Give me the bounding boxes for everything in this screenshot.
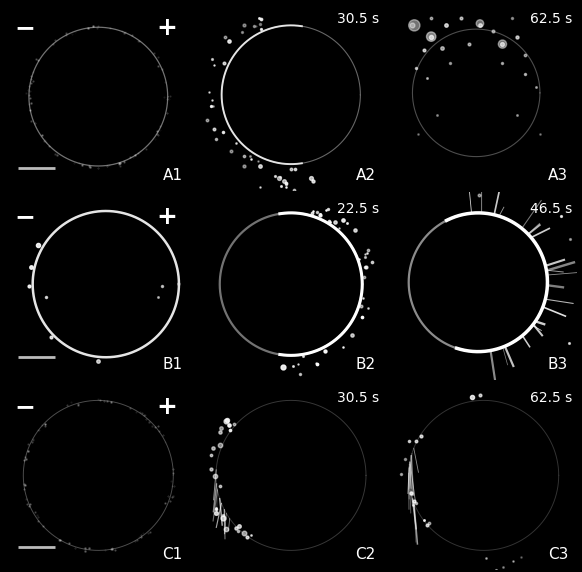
Text: 62.5 s: 62.5 s <box>530 12 572 26</box>
Text: 62.5 s: 62.5 s <box>530 391 572 405</box>
Circle shape <box>498 40 506 48</box>
Text: A2: A2 <box>356 168 375 183</box>
Text: −: − <box>14 205 35 229</box>
Text: +: + <box>156 16 177 40</box>
Text: +: + <box>156 205 177 229</box>
Circle shape <box>427 32 436 41</box>
Text: B2: B2 <box>355 358 375 372</box>
Text: 46.5 s: 46.5 s <box>530 201 572 216</box>
Text: 22.5 s: 22.5 s <box>337 201 379 216</box>
Text: +: + <box>156 395 177 419</box>
Text: B1: B1 <box>162 358 183 372</box>
Text: 30.5 s: 30.5 s <box>337 12 379 26</box>
Circle shape <box>409 20 420 31</box>
Text: C3: C3 <box>548 547 568 562</box>
Text: C2: C2 <box>355 547 375 562</box>
Circle shape <box>476 20 484 27</box>
Text: C1: C1 <box>162 547 183 562</box>
Text: A3: A3 <box>548 168 568 183</box>
Text: −: − <box>14 16 35 40</box>
Text: 30.5 s: 30.5 s <box>337 391 379 405</box>
Text: −: − <box>14 395 35 419</box>
Text: B3: B3 <box>548 358 568 372</box>
Text: A1: A1 <box>163 168 183 183</box>
